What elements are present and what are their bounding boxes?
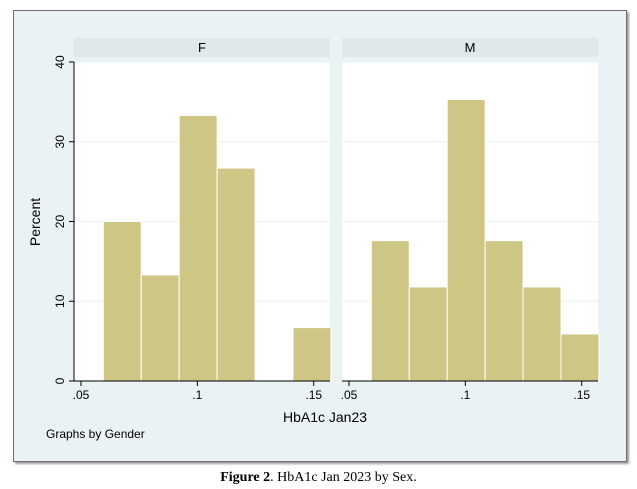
histogram-bar [102, 221, 142, 382]
histogram-bar [370, 240, 410, 382]
x-tick-label: .15 [573, 388, 590, 402]
x-tick-label: .1 [192, 388, 202, 402]
caption-label: Figure 2 [220, 470, 271, 485]
histogram-bar [178, 114, 218, 382]
caption-text: . HbA1c Jan 2023 by Sex. [270, 470, 417, 485]
x-axis-label: HbA1c Jan23 [283, 409, 367, 425]
histogram-bar [560, 333, 600, 382]
x-tick-label: .1 [460, 388, 470, 402]
histogram-bar [484, 240, 524, 382]
y-tick-label: 10 [53, 294, 67, 308]
histogram-bar [292, 327, 332, 382]
y-tick-label: 30 [53, 135, 67, 149]
panel-title: M [465, 40, 476, 55]
x-tick-label: .05 [73, 388, 90, 402]
panel-header [342, 38, 598, 57]
histogram-bar [522, 286, 562, 382]
x-tick-label: .05 [341, 388, 358, 402]
figure-caption: Figure 2. HbA1c Jan 2023 by Sex. [0, 470, 637, 486]
panel-m: M .05 .1 .15 [341, 38, 600, 402]
histogram-bar [408, 286, 448, 382]
panel-f: F .05 .1 .15 [73, 38, 332, 402]
histogram-bar [446, 98, 486, 382]
x-tick-label: .15 [305, 388, 322, 402]
panels-group: F .05 .1 .15 M .05 .1 .15 [73, 38, 600, 402]
y-axis: 0 10 20 30 40 [53, 55, 75, 384]
histogram-bar [216, 167, 256, 382]
by-label: Graphs by Gender [46, 427, 145, 441]
y-axis-label: Percent [27, 198, 43, 246]
y-tick-label: 20 [53, 215, 67, 229]
y-tick-label: 40 [53, 55, 67, 69]
y-tick-label: 0 [53, 377, 67, 384]
panel-header [74, 38, 330, 57]
histogram-bar [140, 274, 180, 382]
panel-title: F [198, 40, 206, 55]
